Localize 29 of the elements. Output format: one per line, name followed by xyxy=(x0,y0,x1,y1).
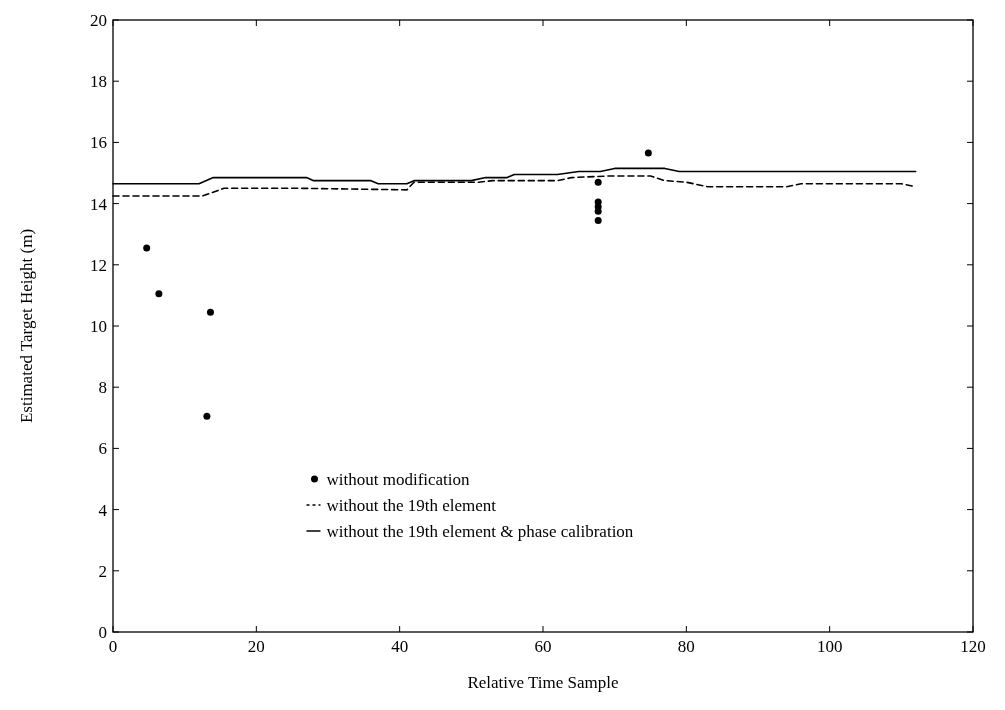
y-tick-label: 0 xyxy=(98,622,107,642)
legend-label: without the 19th element xyxy=(326,495,497,515)
y-tick-label: 20 xyxy=(90,10,107,30)
point xyxy=(203,412,211,420)
y-tick-label: 16 xyxy=(90,133,107,153)
y-tick-label: 10 xyxy=(90,316,107,336)
legend-label: without modification xyxy=(326,469,471,489)
y-tick-label: 8 xyxy=(98,378,107,398)
y-tick-label: 6 xyxy=(98,439,107,459)
y-tick-label: 12 xyxy=(90,255,107,275)
y-axis-title: Estimated Target Height (m) xyxy=(17,228,36,424)
point xyxy=(143,244,151,252)
x-tick-label: 60 xyxy=(534,637,552,656)
x-tick-label: 20 xyxy=(247,637,265,656)
y-tick-label: 2 xyxy=(98,561,107,581)
y-tick-label: 4 xyxy=(98,500,108,520)
x-axis-title: Relative Time Sample xyxy=(467,673,619,692)
y-tick-label: 14 xyxy=(90,194,108,214)
x-tick-label: 40 xyxy=(391,637,409,656)
point xyxy=(594,178,602,186)
x-tick-label: 120 xyxy=(960,637,986,656)
point xyxy=(594,216,602,224)
point xyxy=(644,149,652,157)
x-tick-label: 80 xyxy=(677,637,695,656)
x-tick-label: 100 xyxy=(816,637,843,656)
point xyxy=(206,308,214,316)
y-tick-label: 18 xyxy=(90,72,107,92)
legend-label: without the 19th element & phase calibration xyxy=(326,521,634,541)
point xyxy=(155,290,163,298)
